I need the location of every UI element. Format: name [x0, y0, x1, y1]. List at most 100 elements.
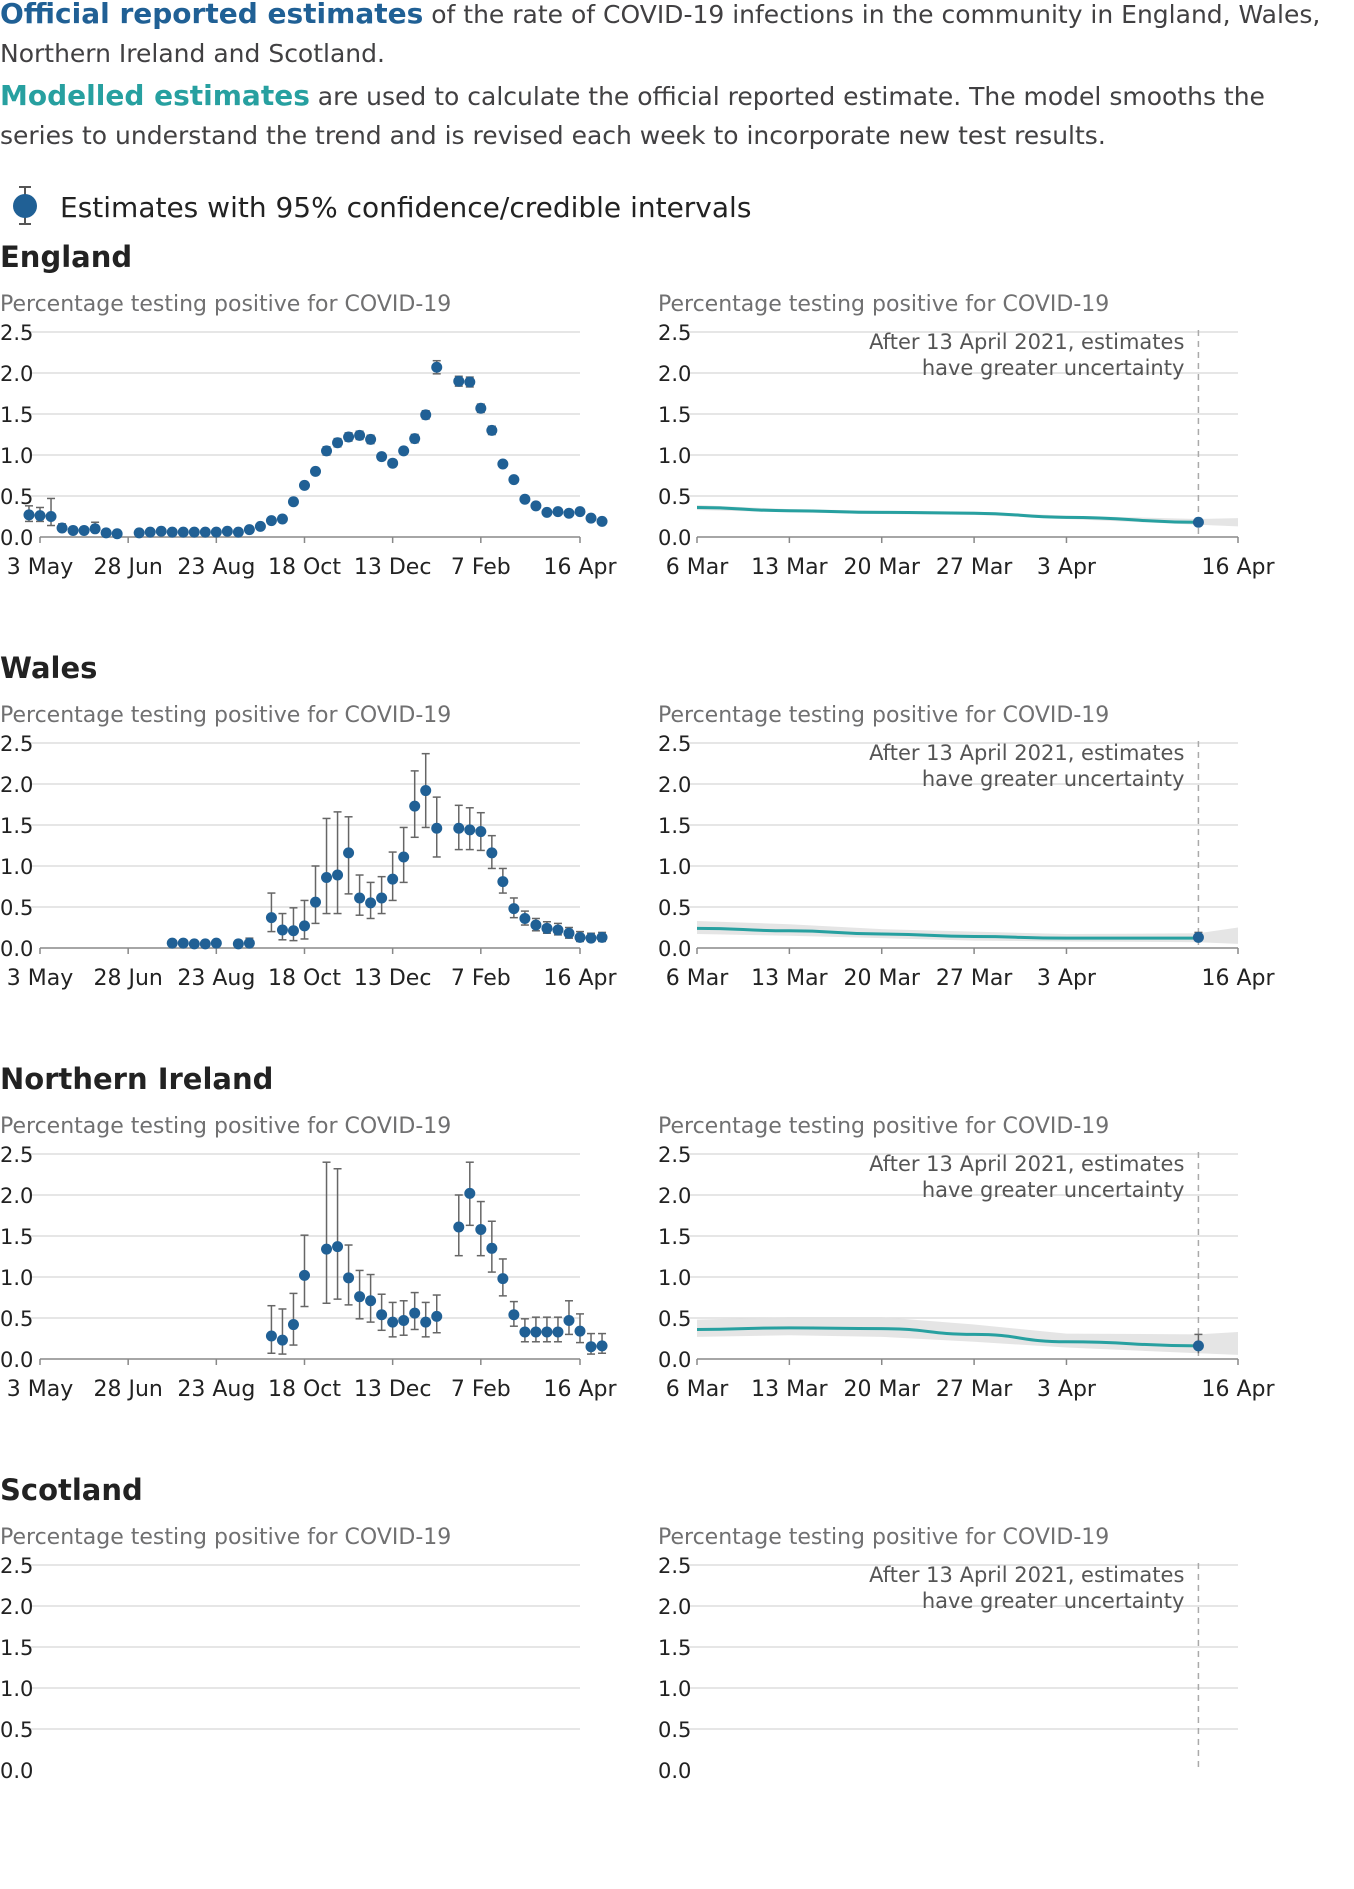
- y-tick-label: 1.0: [0, 1677, 33, 1701]
- data-point: [232, 526, 244, 538]
- data-point: [486, 424, 498, 436]
- y-tick-label: 2.5: [0, 321, 33, 345]
- data-point: [298, 1269, 310, 1281]
- data-point: [166, 526, 178, 538]
- data-point: [232, 938, 244, 950]
- data-point: [354, 892, 366, 904]
- data-point: [387, 457, 399, 469]
- data-point: [574, 931, 586, 943]
- data-point: [431, 822, 443, 834]
- y-tick-label: 1.5: [0, 1225, 33, 1249]
- x-tick-label: 18 Oct: [268, 966, 341, 991]
- y-tick-label: 0.0: [658, 1759, 691, 1783]
- region-title: Wales: [0, 651, 98, 685]
- data-point: [243, 937, 255, 949]
- y-tick-label: 1.0: [658, 1266, 691, 1290]
- uncertainty-annotation: After 13 April 2021, estimates: [869, 741, 1184, 765]
- chart-title: Percentage testing positive for COVID-19: [658, 1525, 1109, 1550]
- chart-title: Percentage testing positive for COVID-19: [658, 703, 1109, 728]
- credible-interval-band: [697, 505, 1238, 527]
- data-point: [519, 912, 531, 924]
- data-point: [298, 920, 310, 932]
- y-tick-label: 0.0: [658, 526, 691, 550]
- y-tick-label: 0.0: [0, 1348, 33, 1372]
- modelled-line: [696, 926, 1199, 940]
- official-estimates-text: of the rate of COVID-19 infections in th…: [0, 0, 1321, 68]
- data-point: [365, 433, 377, 445]
- data-point: [486, 847, 498, 859]
- x-tick-label: 16 Apr: [543, 966, 617, 991]
- dot-with-error-bar-icon: [13, 186, 37, 225]
- x-tick-label: 7 Feb: [451, 1377, 511, 1402]
- data-point: [276, 1334, 288, 1346]
- data-point: [287, 496, 299, 508]
- data-point: [45, 511, 57, 522]
- data-point: [541, 1326, 553, 1338]
- data-point: [420, 409, 432, 421]
- y-tick-label: 0.5: [0, 1718, 33, 1742]
- y-tick-label: 0.5: [0, 1307, 33, 1331]
- y-tick-label: 2.5: [0, 732, 33, 756]
- y-tick-label: 0.5: [0, 896, 33, 920]
- data-point: [343, 1272, 355, 1284]
- data-point: [541, 922, 553, 934]
- chart-title: Percentage testing positive for COVID-19: [0, 1525, 451, 1550]
- data-point: [420, 1316, 432, 1328]
- y-tick-label: 2.0: [0, 1595, 33, 1619]
- x-tick-label: 7 Feb: [451, 966, 511, 991]
- y-tick-label: 1.5: [658, 1636, 691, 1660]
- data-point: [144, 526, 156, 538]
- data-point: [552, 506, 564, 518]
- x-tick-label: 3 May: [7, 555, 73, 580]
- x-tick-label: 27 Mar: [936, 1377, 1013, 1402]
- data-point: [343, 431, 355, 443]
- y-tick-label: 0.0: [658, 937, 691, 961]
- data-point: [530, 500, 542, 512]
- x-tick-label: 6 Mar: [666, 555, 729, 580]
- data-point: [188, 526, 200, 538]
- x-tick-label: 6 Mar: [666, 966, 729, 991]
- official-chart: Percentage testing positive for COVID-19…: [0, 1114, 617, 1402]
- y-tick-label: 2.5: [658, 1554, 691, 1578]
- modelled-estimates-text: are used to calculate the official repor…: [0, 82, 1265, 150]
- x-tick-label: 13 Mar: [751, 1377, 828, 1402]
- data-point: [78, 524, 90, 536]
- data-point: [354, 429, 366, 441]
- y-tick-label: 2.5: [0, 1554, 33, 1578]
- data-point: [310, 896, 322, 908]
- data-point: [409, 800, 421, 812]
- x-tick-label: 13 Mar: [751, 966, 828, 991]
- y-tick-label: 0.5: [658, 1718, 691, 1742]
- y-tick-label: 0.0: [0, 937, 33, 961]
- data-point: [221, 525, 233, 537]
- x-tick-label: 3 Apr: [1037, 555, 1097, 580]
- uncertainty-annotation: have greater uncertainty: [922, 1589, 1185, 1613]
- data-point: [519, 1326, 531, 1338]
- data-point: [199, 938, 211, 950]
- y-tick-label: 2.0: [658, 362, 691, 386]
- modelled-chart: Percentage testing positive for COVID-19…: [658, 1114, 1275, 1402]
- modelled-estimates-label: Modelled estimates: [0, 79, 310, 112]
- data-point: [210, 526, 222, 538]
- y-tick-label: 2.5: [658, 1143, 691, 1167]
- x-tick-label: 18 Oct: [268, 1377, 341, 1402]
- data-point: [166, 937, 178, 949]
- y-tick-label: 2.0: [658, 1595, 691, 1619]
- region-title: Northern Ireland: [0, 1062, 274, 1096]
- x-tick-label: 3 May: [7, 1377, 73, 1402]
- data-point: [133, 527, 145, 539]
- chart-title: Percentage testing positive for COVID-19: [658, 292, 1109, 317]
- uncertainty-annotation: have greater uncertainty: [922, 767, 1185, 791]
- data-point: [265, 912, 277, 924]
- data-point: [475, 402, 487, 414]
- data-point: [585, 932, 597, 944]
- data-point: [199, 526, 211, 538]
- data-point: [475, 1223, 487, 1235]
- x-tick-label: 13 Dec: [354, 555, 432, 580]
- data-point: [453, 822, 465, 834]
- data-point: [420, 785, 432, 797]
- data-point: [287, 925, 299, 937]
- x-tick-label: 20 Mar: [843, 555, 920, 580]
- x-tick-label: 3 May: [7, 966, 73, 991]
- x-tick-label: 20 Mar: [843, 966, 920, 991]
